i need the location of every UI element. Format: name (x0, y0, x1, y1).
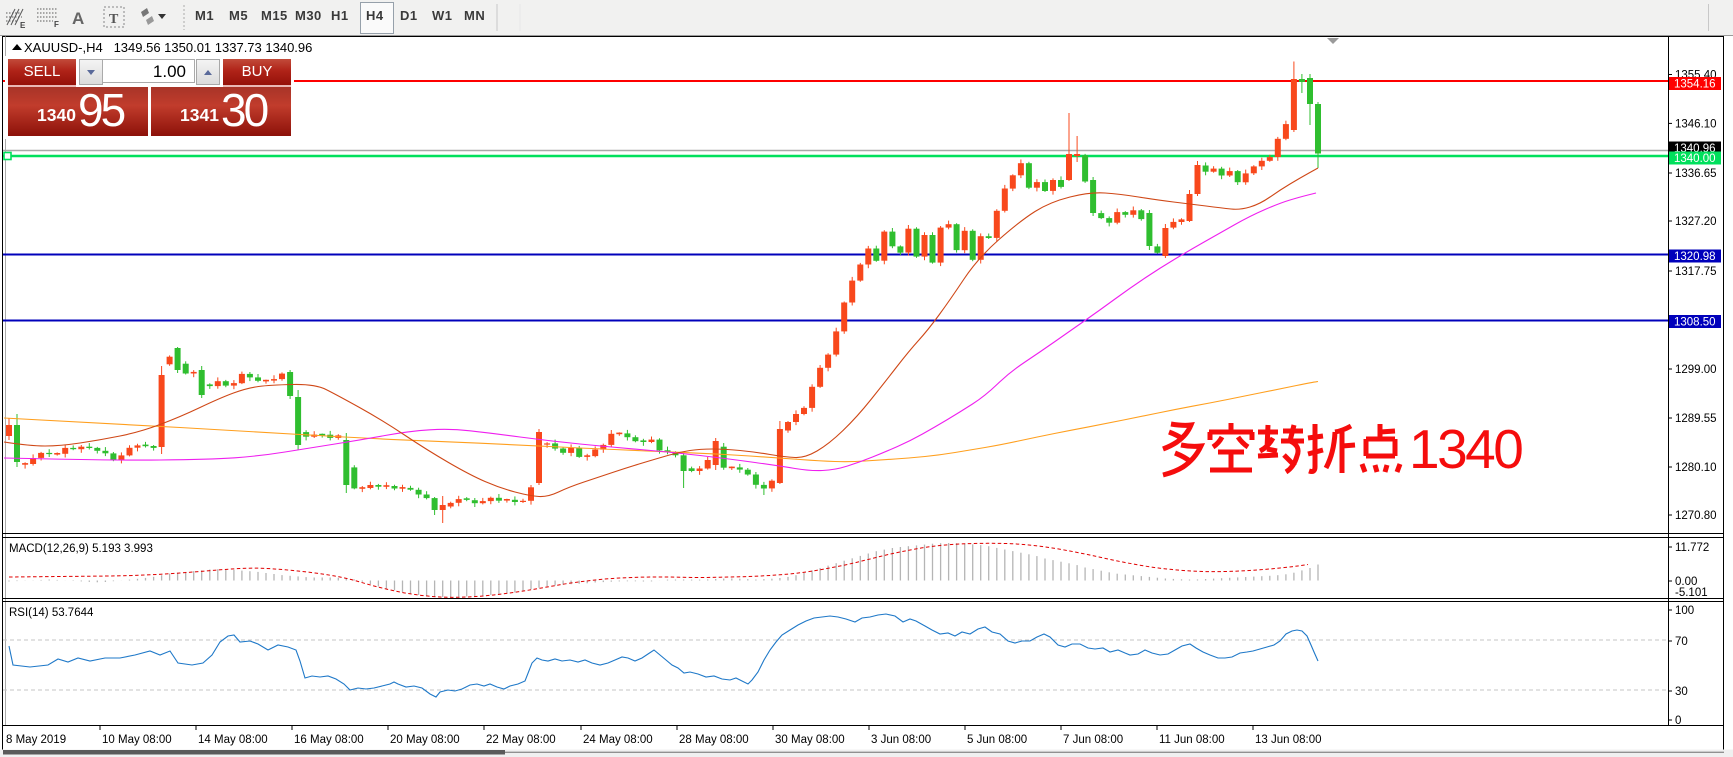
svg-text:16 May 08:00: 16 May 08:00 (294, 734, 364, 746)
svg-text:30 May 08:00: 30 May 08:00 (775, 734, 845, 746)
svg-text:MACD(12,26,9) 5.193 3.993: MACD(12,26,9) 5.193 3.993 (9, 543, 153, 555)
svg-text:0.00: 0.00 (1675, 576, 1697, 588)
svg-text:F: F (54, 20, 59, 29)
svg-text:A: A (72, 9, 84, 28)
svg-text:11 Jun 08:00: 11 Jun 08:00 (1159, 734, 1225, 746)
svg-text:1289.55: 1289.55 (1675, 413, 1717, 425)
svg-text:100: 100 (1675, 605, 1694, 617)
svg-text:30: 30 (1675, 686, 1688, 698)
svg-text:XAUUSD-,H4 1349.56 1350.01 1: XAUUSD-,H4 1349.56 1350.01 1337.73 1340.… (24, 40, 312, 55)
svg-text:24 May 08:00: 24 May 08:00 (583, 734, 653, 746)
svg-text:7 Jun 08:00: 7 Jun 08:00 (1063, 734, 1123, 746)
svg-text:5 Jun 08:00: 5 Jun 08:00 (967, 734, 1027, 746)
svg-text:14 May 08:00: 14 May 08:00 (198, 734, 268, 746)
svg-text:11.772: 11.772 (1675, 542, 1709, 554)
svg-text:1340: 1340 (1409, 418, 1522, 480)
svg-text:1299.00: 1299.00 (1675, 364, 1717, 376)
svg-text:1354.16: 1354.16 (1674, 79, 1716, 91)
svg-text:10 May 08:00: 10 May 08:00 (102, 734, 172, 746)
svg-text:1308.50: 1308.50 (1674, 317, 1716, 329)
svg-text:3 Jun 08:00: 3 Jun 08:00 (871, 734, 931, 746)
svg-text:22 May 08:00: 22 May 08:00 (486, 734, 556, 746)
svg-text:1317.75: 1317.75 (1675, 266, 1717, 278)
svg-text:T: T (109, 12, 119, 27)
svg-text:RSI(14) 53.7644: RSI(14) 53.7644 (9, 607, 94, 619)
svg-text:0: 0 (1675, 715, 1681, 727)
svg-text:1346.10: 1346.10 (1675, 118, 1717, 130)
svg-text:1327.20: 1327.20 (1675, 216, 1717, 228)
svg-text:28 May 08:00: 28 May 08:00 (679, 734, 749, 746)
svg-text:E: E (20, 21, 26, 30)
svg-text:20 May 08:00: 20 May 08:00 (390, 734, 460, 746)
svg-text:1270.80: 1270.80 (1675, 510, 1717, 522)
svg-text:1280.10: 1280.10 (1675, 462, 1717, 474)
svg-text:-5.101: -5.101 (1675, 587, 1708, 599)
svg-text:1336.65: 1336.65 (1675, 168, 1717, 180)
svg-text:70: 70 (1675, 636, 1688, 648)
svg-text:13 Jun 08:00: 13 Jun 08:00 (1255, 734, 1322, 746)
svg-text:1320.98: 1320.98 (1674, 251, 1716, 263)
svg-text:8 May 2019: 8 May 2019 (6, 734, 66, 746)
svg-text:1340.00: 1340.00 (1674, 153, 1716, 165)
